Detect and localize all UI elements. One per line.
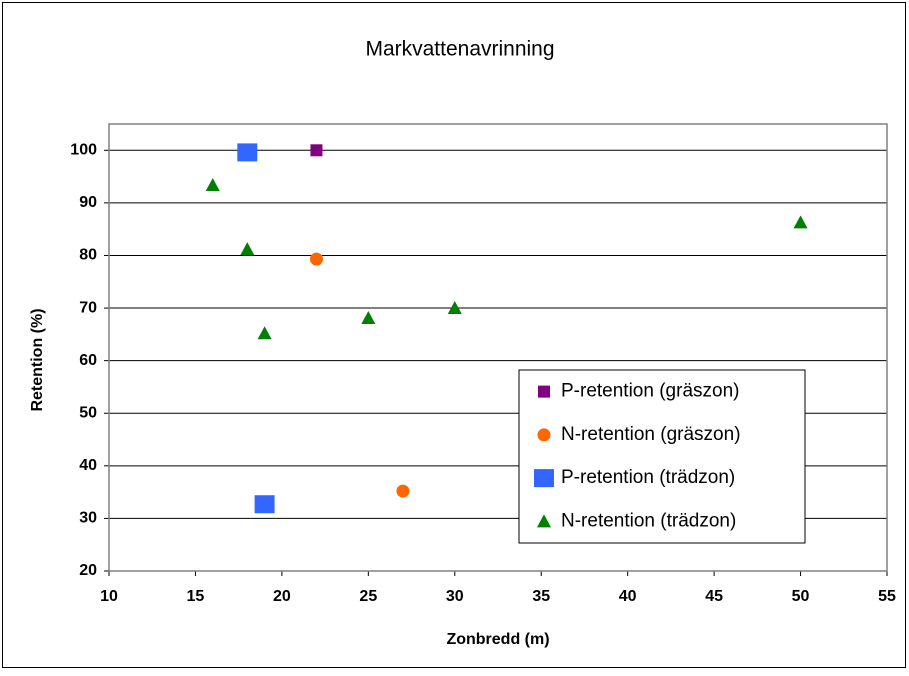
point xyxy=(396,484,410,498)
x-tick-label: 15 xyxy=(187,588,205,605)
point xyxy=(447,301,462,315)
point xyxy=(240,242,255,256)
legend-marker xyxy=(538,385,550,398)
point xyxy=(361,311,376,325)
legend-label: P-retention (gräszon) xyxy=(561,381,739,402)
point xyxy=(793,215,808,229)
y-tick-label: 50 xyxy=(79,404,97,421)
y-tick-label: 100 xyxy=(70,142,97,159)
point xyxy=(254,495,275,514)
legend-marker xyxy=(534,469,554,488)
y-tick-label: 90 xyxy=(79,194,97,211)
point xyxy=(309,252,323,266)
x-tick-label: 10 xyxy=(100,588,118,605)
x-tick-label: 30 xyxy=(446,588,464,605)
x-tick-label: 55 xyxy=(878,588,896,605)
chart-title: Markvattenavrinning xyxy=(365,38,554,61)
y-tick-label: 20 xyxy=(79,562,97,579)
x-tick-label: 20 xyxy=(273,588,291,605)
y-tick-label: 80 xyxy=(79,247,97,264)
legend-label: P-retention (trädzon) xyxy=(561,467,735,488)
y-tick-label: 70 xyxy=(79,299,97,316)
x-axis-label: Zonbredd (m) xyxy=(446,631,549,648)
legend-marker xyxy=(537,514,551,528)
point xyxy=(205,178,220,192)
y-axis-label: Retention (%) xyxy=(29,308,46,411)
x-tick-label: 40 xyxy=(619,588,637,605)
point xyxy=(257,326,272,340)
legend-box xyxy=(518,369,806,544)
legend-label: N-retention (trädzon) xyxy=(561,510,736,531)
x-tick-label: 25 xyxy=(359,588,377,605)
legend-marker xyxy=(537,428,551,442)
x-tick-label: 50 xyxy=(792,588,810,605)
y-tick-label: 60 xyxy=(79,352,97,369)
plot-border xyxy=(108,123,888,572)
legend-label: N-retention (gräszon) xyxy=(561,424,741,445)
y-tick-label: 30 xyxy=(79,510,97,527)
point xyxy=(310,144,323,157)
y-tick-label: 40 xyxy=(79,457,97,474)
point xyxy=(237,143,258,162)
x-tick-label: 45 xyxy=(705,588,723,605)
x-tick-label: 35 xyxy=(532,588,550,605)
